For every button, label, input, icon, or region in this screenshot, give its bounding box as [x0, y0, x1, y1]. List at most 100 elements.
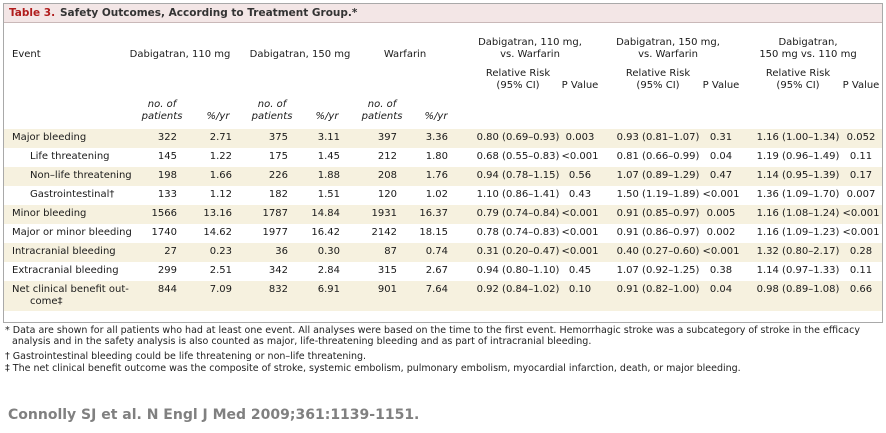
cell: <0.001	[561, 227, 599, 238]
cell: 0.31 (0.20–0.47)	[476, 246, 560, 257]
cell: 2142	[371, 227, 397, 238]
cell: 1.45	[317, 151, 340, 162]
header-rr: Relative Risk	[625, 68, 691, 79]
cell: 901	[377, 284, 397, 295]
header-count: no. of	[367, 99, 397, 110]
cell: 0.007	[846, 189, 876, 200]
header-rr: (95% CI)	[636, 80, 680, 91]
cell: 2.67	[425, 265, 448, 276]
cell: 1.80	[425, 151, 448, 162]
cell: 0.23	[209, 246, 232, 257]
header-rr: (95% CI)	[496, 80, 540, 91]
cell: <0.001	[561, 208, 599, 219]
event-label: Intracranial bleeding	[12, 246, 116, 257]
cell: <0.001	[702, 246, 740, 257]
cell: <0.001	[561, 246, 599, 257]
cell: 0.11	[849, 265, 873, 276]
row-shade	[4, 167, 882, 186]
cell: 87	[384, 246, 397, 257]
cell: 0.31	[709, 132, 733, 143]
header-comparison: vs. Warfarin	[638, 49, 698, 60]
cell: 1566	[151, 208, 177, 219]
cell: 0.91 (0.86–0.97)	[616, 227, 700, 238]
header-count: patients	[251, 111, 293, 122]
cell: 1787	[262, 208, 288, 219]
cell: 16.42	[311, 227, 340, 238]
cell: 14.84	[311, 208, 340, 219]
cell: 198	[157, 170, 177, 181]
cell: 2.71	[209, 132, 232, 143]
cell: 1.14 (0.95–1.39)	[756, 170, 840, 181]
header-group: Dabigatran, 110 mg	[129, 49, 231, 60]
cell: 322	[157, 132, 177, 143]
cell: <0.001	[561, 151, 599, 162]
cell: 3.11	[317, 132, 340, 143]
header-group: Dabigatran, 150 mg	[249, 49, 351, 60]
citation: Connolly SJ et al. N Engl J Med 2009;361…	[8, 407, 420, 423]
header-comparison: vs. Warfarin	[500, 49, 560, 60]
cell: 1.88	[317, 170, 340, 181]
cell: 0.43	[568, 189, 592, 200]
cell: 0.93 (0.81–1.07)	[616, 132, 700, 143]
cell: 1.50 (1.19–1.89)	[616, 189, 700, 200]
title-bar	[4, 4, 882, 23]
cell: 0.04	[709, 151, 733, 162]
event-label: Extracranial bleeding	[12, 265, 119, 276]
cell: 1740	[151, 227, 177, 238]
cell: 315	[377, 265, 397, 276]
cell: 1931	[371, 208, 397, 219]
cell: 18.15	[419, 227, 448, 238]
cell: 1.76	[425, 170, 448, 181]
cell: 1.66	[209, 170, 232, 181]
cell: 1.16 (1.00–1.34)	[756, 132, 840, 143]
event-label: Major or minor bleeding	[12, 227, 132, 238]
cell: 1.07 (0.92–1.25)	[616, 265, 700, 276]
header-rate: %/yr	[424, 111, 448, 122]
cell: 0.81 (0.66–0.99)	[616, 151, 700, 162]
cell: <0.001	[702, 189, 740, 200]
header-p: P Value	[702, 80, 740, 91]
cell: 0.74	[425, 246, 448, 257]
header-p: P Value	[842, 80, 880, 91]
cell: 1.16 (1.09–1.23)	[756, 227, 840, 238]
cell: 0.79 (0.74–0.84)	[476, 208, 560, 219]
header-group: Warfarin	[383, 49, 427, 60]
cell: 226	[268, 170, 288, 181]
cell: <0.001	[842, 208, 880, 219]
header-event: Event	[12, 49, 41, 60]
cell: 0.47	[709, 170, 733, 181]
cell: 0.10	[568, 284, 592, 295]
cell: 1.14 (0.97–1.33)	[756, 265, 840, 276]
event-label: come‡	[30, 296, 63, 307]
cell: 1.36 (1.09–1.70)	[756, 189, 840, 200]
cell: 0.68 (0.55–0.83)	[476, 151, 560, 162]
row-shade	[4, 205, 882, 224]
cell: 0.28	[849, 246, 873, 257]
cell: 120	[377, 189, 397, 200]
event-label: Non–life threatening	[30, 170, 132, 181]
cell: 3.36	[425, 132, 448, 143]
cell: 0.30	[317, 246, 340, 257]
cell: 208	[377, 170, 397, 181]
header-comparison: Dabigatran, 150 mg,	[616, 37, 720, 48]
cell: 212	[377, 151, 397, 162]
event-label: Gastrointestinal†	[30, 189, 115, 200]
cell: 7.64	[425, 284, 448, 295]
footnote: † Gastrointestinal bleeding could be lif…	[5, 351, 367, 362]
header-rr: Relative Risk	[485, 68, 551, 79]
cell: 0.45	[568, 265, 592, 276]
header-comparison: Dabigatran, 110 mg,	[478, 37, 582, 48]
cell: 1.07 (0.89–1.29)	[616, 170, 700, 181]
cell: 1.12	[209, 189, 232, 200]
cell: 0.98 (0.89–1.08)	[756, 284, 840, 295]
header-rate: %/yr	[206, 111, 230, 122]
cell: 2.51	[209, 265, 232, 276]
cell: 1977	[262, 227, 288, 238]
cell: 0.052	[846, 132, 876, 143]
cell: 0.91 (0.85–0.97)	[616, 208, 700, 219]
cell: 175	[268, 151, 288, 162]
cell: 0.005	[706, 208, 736, 219]
cell: 342	[268, 265, 288, 276]
cell: 0.78 (0.74–0.83)	[476, 227, 560, 238]
cell: 0.56	[568, 170, 592, 181]
